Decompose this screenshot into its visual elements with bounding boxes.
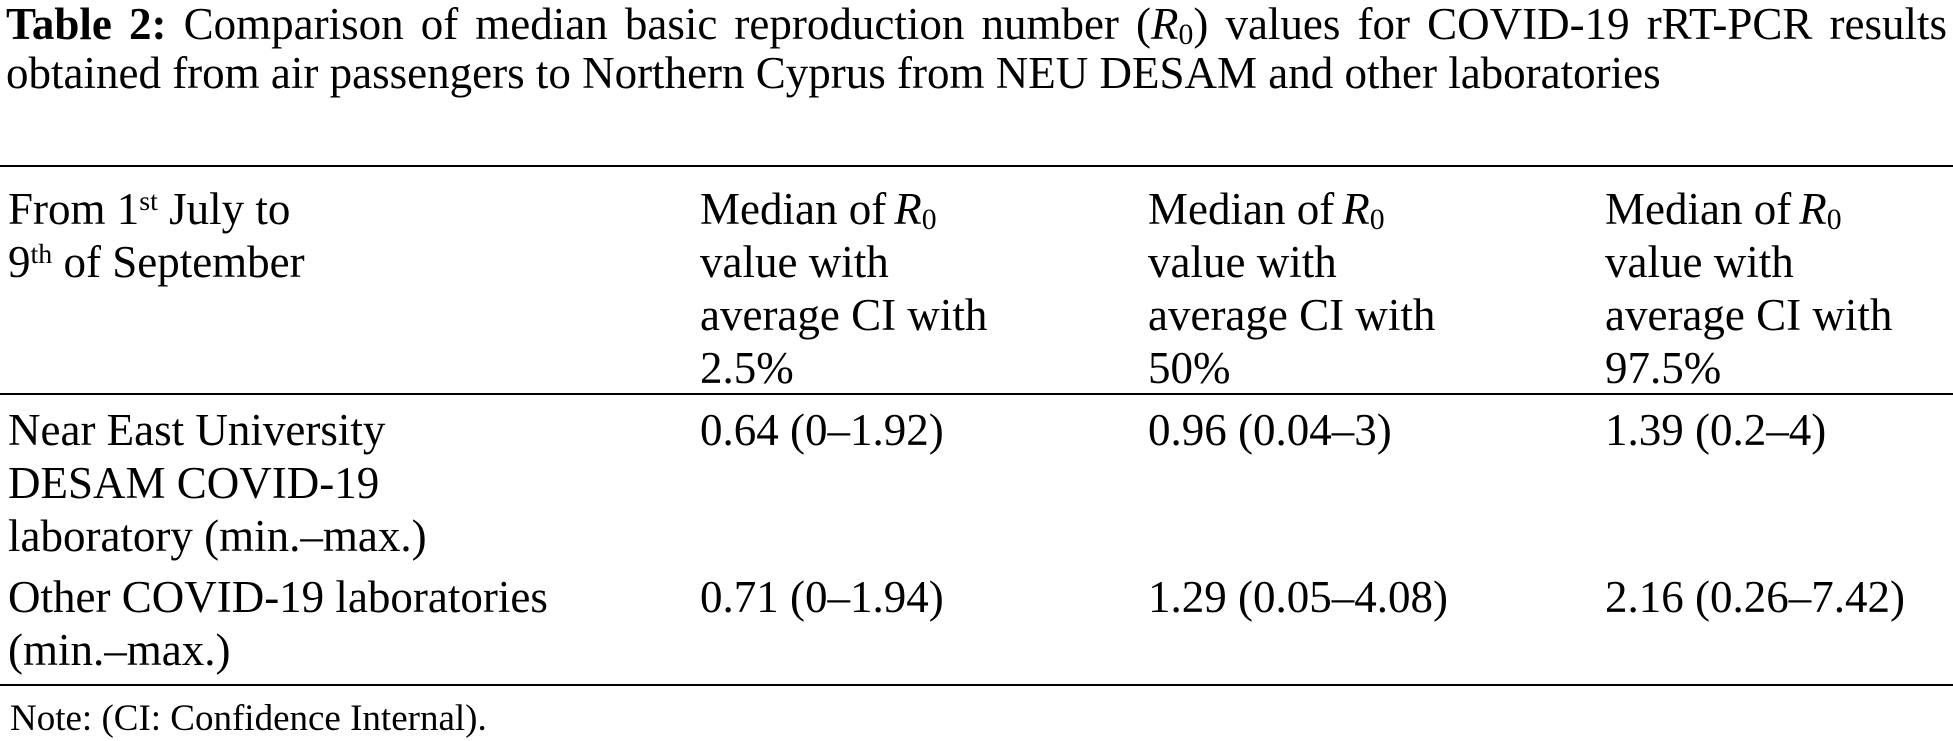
- row-label-line: Near East University: [8, 405, 386, 455]
- table-header-rule: [0, 393, 1953, 395]
- caption-text-before-r: Comparison of median basic reproduction …: [166, 0, 1152, 49]
- period-line1-rest: July to: [157, 184, 291, 234]
- metric-median-of: Median of: [1605, 184, 1792, 234]
- header-cell-period: From 1st July to 9th of September: [8, 183, 700, 395]
- table-note: Note: (CI: Confidence Internal).: [10, 698, 487, 739]
- header-metric-line1: Median of R0: [1605, 183, 1948, 236]
- value-neu-ci-2-5: 0.64 (0–1.92): [700, 405, 944, 455]
- r0-subscript: 0: [1369, 204, 1385, 237]
- header-cell-ci-97-5: Median of R0 value with average CI with 9…: [1605, 183, 1948, 395]
- value-other-ci-97-5: 2.16 (0.26–7.42): [1605, 572, 1905, 622]
- header-metric-percentile: 97.5%: [1605, 343, 1722, 393]
- table-header-row: From 1st July to 9th of September Median…: [8, 183, 1948, 395]
- table-top-rule: [0, 165, 1953, 167]
- table-bottom-rule: [0, 684, 1953, 686]
- period-line2-rest: of September: [52, 237, 305, 287]
- header-metric-percentile: 50%: [1148, 343, 1231, 393]
- caption-label: Table 2:: [6, 0, 167, 49]
- value-neu-ci-50: 0.96 (0.04–3): [1148, 405, 1392, 455]
- value-other-ci-50: 1.29 (0.05–4.08): [1148, 572, 1448, 622]
- header-cell-ci-2-5: Median of R0 value with average CI with 2…: [700, 183, 1148, 395]
- r0-symbol: R: [894, 184, 922, 234]
- caption-text-after-r: ) values for COVID-19 rRT-PCR results ob…: [6, 0, 1947, 98]
- header-metric-line3: average CI with: [1148, 290, 1436, 340]
- metric-median-of: Median of: [700, 184, 887, 234]
- header-metric-line1: Median of R0: [700, 183, 1148, 236]
- table-body: Near East University DESAM COVID-19 labo…: [8, 404, 1948, 677]
- row-label-other-labs: Other COVID-19 laboratories (min.–max.): [8, 571, 700, 677]
- header-metric-line1: Median of R0: [1148, 183, 1605, 236]
- period-line2-text: 9: [8, 237, 31, 287]
- row-label-line: laboratory (min.–max.): [8, 511, 427, 561]
- row-label-neu-desam: Near East University DESAM COVID-19 labo…: [8, 404, 700, 563]
- r0-subscript: 0: [921, 204, 937, 237]
- header-metric-percentile: 2.5%: [700, 343, 794, 393]
- header-metric-line3: average CI with: [700, 290, 988, 340]
- table-caption: Table 2: Comparison of median basic repr…: [6, 0, 1947, 98]
- header-metric-line2: value with: [1605, 237, 1794, 287]
- value-other-ci-2-5: 0.71 (0–1.94): [700, 572, 944, 622]
- ordinal-superscript-st: st: [139, 186, 158, 218]
- header-metric-line2: value with: [1148, 237, 1337, 287]
- row-label-line: DESAM COVID-19: [8, 458, 380, 508]
- row-label-line: Other COVID-19 laboratories: [8, 572, 548, 622]
- header-metric-line3: average CI with: [1605, 290, 1893, 340]
- caption-r0-symbol: R: [1151, 0, 1179, 49]
- r0-symbol: R: [1342, 184, 1370, 234]
- caption-r0-subscript: 0: [1178, 19, 1194, 52]
- header-period-line1: From 1st July to: [8, 183, 700, 236]
- r0-symbol: R: [1799, 184, 1827, 234]
- period-line1-text: From 1: [8, 184, 140, 234]
- value-neu-ci-97-5: 1.39 (0.2–4): [1605, 405, 1827, 455]
- r0-subscript: 0: [1826, 204, 1842, 237]
- metric-median-of: Median of: [1148, 184, 1335, 234]
- header-period-line2: 9th of September: [8, 236, 700, 289]
- header-cell-ci-50: Median of R0 value with average CI with 5…: [1148, 183, 1605, 395]
- row-label-line: (min.–max.): [8, 625, 231, 675]
- ordinal-superscript-th: th: [30, 239, 53, 271]
- header-metric-line2: value with: [700, 237, 889, 287]
